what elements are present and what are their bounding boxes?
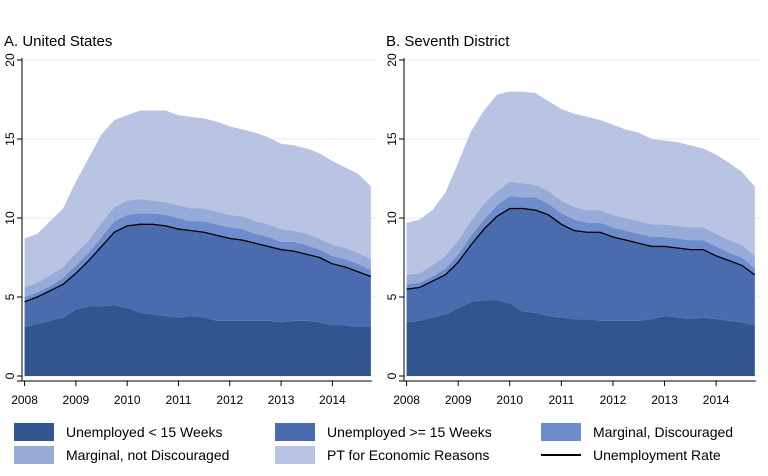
x-tick-label-us-2010: 2010 [114, 393, 141, 407]
y-tick-label-district-20: 20 [385, 53, 399, 67]
area-district-unemployed-short [406, 300, 755, 376]
x-tick-label-us-2008: 2008 [11, 393, 38, 407]
area-district-marginal-not-discouraged [406, 181, 755, 285]
area-us-pt-economic [24, 110, 371, 288]
y-tick-label-district-0: 0 [385, 372, 399, 379]
area-us-unemployed-long [24, 224, 371, 328]
panel-title-us: A. United States [4, 33, 112, 50]
y-tick-label-district-5: 5 [385, 293, 399, 300]
x-tick-label-district-2011: 2011 [548, 393, 574, 407]
x-tick-label-us-2009: 2009 [63, 393, 90, 407]
x-tick-label-us-2012: 2012 [216, 393, 243, 407]
line-us-unemployment-rate [24, 223, 372, 303]
y-tick-label-us-15: 15 [3, 132, 17, 146]
area-district-pt-economic [406, 91, 755, 275]
panel-title-district: B. Seventh District [386, 33, 510, 50]
x-tick-label-district-2014: 2014 [703, 393, 730, 407]
x-tick-label-us-2013: 2013 [268, 393, 295, 407]
y-tick-label-us-0: 0 [3, 372, 17, 379]
line-district-unemployment-rate [406, 207, 756, 290]
y-tick-label-us-20: 20 [3, 53, 17, 67]
x-tick-label-district-2009: 2009 [445, 393, 472, 407]
y-tick-label-us-10: 10 [3, 211, 17, 225]
x-tick-label-us-2011: 2011 [166, 393, 192, 407]
y-tick-label-district-10: 10 [385, 211, 399, 225]
x-tick-label-district-2012: 2012 [600, 393, 627, 407]
y-tick-label-district-15: 15 [385, 132, 399, 146]
x-tick-label-district-2013: 2013 [651, 393, 678, 407]
area-us-unemployed-short [24, 304, 371, 376]
y-tick-label-us-5: 5 [3, 293, 17, 300]
x-tick-label-district-2008: 2008 [393, 393, 420, 407]
x-tick-label-us-2014: 2014 [319, 393, 346, 407]
area-us-marginal-not-discouraged [24, 199, 371, 297]
area-district-unemployed-long [406, 208, 755, 326]
x-tick-label-district-2010: 2010 [496, 393, 523, 407]
